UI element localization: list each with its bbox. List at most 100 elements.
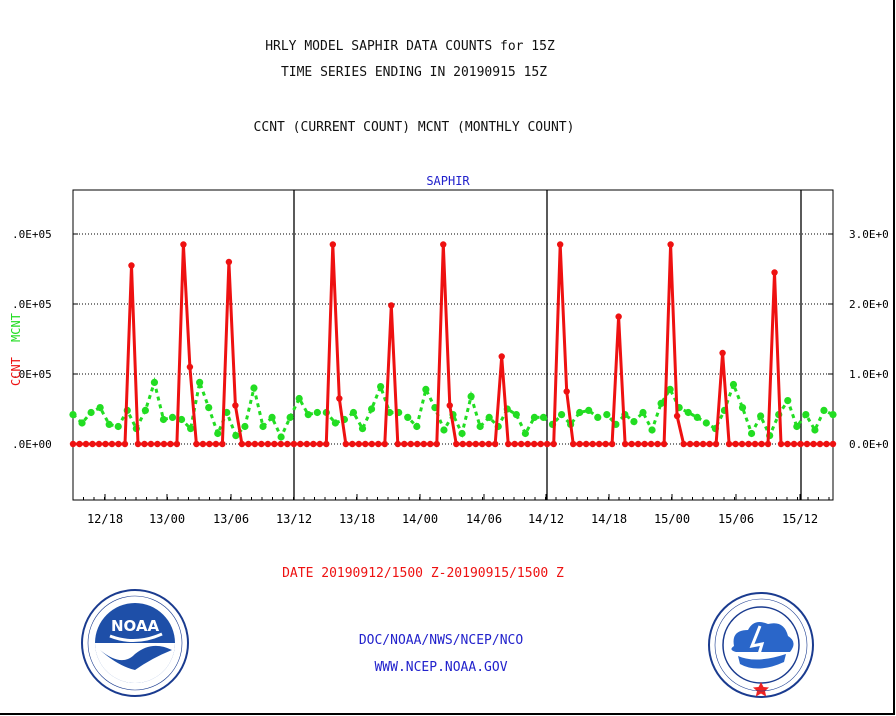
ccnt-point <box>582 440 590 448</box>
ccnt-point <box>427 440 434 448</box>
mcnt-point <box>784 397 792 405</box>
x-tick-label: 14/00 <box>402 512 438 526</box>
ccnt-point <box>673 412 681 420</box>
ccnt-point <box>394 440 401 448</box>
ccnt-point <box>803 440 811 448</box>
y-left-tick-label: .0E+05 <box>12 298 52 311</box>
ccnt-point <box>134 440 142 448</box>
ccnt-point <box>777 440 785 448</box>
ccnt-point <box>264 440 272 448</box>
ccnt-point <box>212 440 220 448</box>
mcnt-point <box>648 426 656 434</box>
mcnt-point <box>187 425 195 433</box>
mcnt-point <box>295 394 303 403</box>
ccnt-point <box>440 241 447 248</box>
chart-subtitle: CCNT (CURRENT COUNT) MCNT (MONTHLY COUNT… <box>253 120 575 135</box>
mcnt-point <box>377 383 385 391</box>
ccnt-point <box>167 440 174 448</box>
ccnt-point <box>446 402 453 409</box>
ccnt-point <box>316 440 324 448</box>
ccnt-point <box>433 440 440 448</box>
ccnt-point <box>388 302 395 309</box>
ccnt-point <box>186 363 194 371</box>
website-line: WWW.NCEP.NOAA.GOV <box>374 660 508 675</box>
ccnt-point <box>69 440 77 448</box>
ccnt-point <box>381 440 388 448</box>
ccnt-point <box>738 440 746 448</box>
ccnt-point <box>634 440 642 448</box>
ccnt-point <box>511 440 518 448</box>
noaa-logo-icon: NOAA <box>81 589 189 697</box>
mcnt-point <box>313 408 321 417</box>
ccnt-point <box>251 440 259 448</box>
mcnt-point <box>594 413 602 421</box>
x-tick-label: 13/06 <box>213 512 249 526</box>
ccnt-point <box>219 440 226 448</box>
ccnt-point <box>271 440 278 448</box>
mcnt-point <box>232 432 240 440</box>
mcnt-point <box>241 422 249 431</box>
mcnt-point <box>159 415 168 424</box>
ccnt-point <box>453 440 460 448</box>
mcnt-point <box>114 422 122 431</box>
noaa-logo-text: NOAA <box>111 617 160 635</box>
ccnt-point <box>284 440 291 448</box>
mcnt-point <box>521 429 529 438</box>
mcnt-point <box>404 413 412 421</box>
ccnt-point <box>238 440 246 448</box>
ccnt-point <box>355 440 363 448</box>
ccnt-point <box>180 241 187 248</box>
mcnt-point <box>557 411 566 419</box>
mcnt-point <box>205 404 213 412</box>
mcnt-point <box>485 413 493 421</box>
mcnt-point <box>512 411 520 419</box>
mcnt-point <box>422 385 430 393</box>
ccnt-point <box>641 440 648 448</box>
ccnt-point <box>485 440 492 448</box>
mcnt-point <box>666 385 674 393</box>
ccnt-point <box>466 440 473 448</box>
ccnt-point <box>654 440 661 448</box>
ccnt-point <box>297 440 304 448</box>
ccnt-point <box>115 440 122 448</box>
mcnt-point <box>458 429 466 438</box>
ccnt-point <box>342 440 350 448</box>
ccnt-point <box>225 258 233 266</box>
ccnt-point <box>823 440 830 448</box>
mcnt-point <box>747 429 756 438</box>
mcnt-point <box>729 380 738 389</box>
ccnt-point <box>349 440 356 448</box>
mcnt-point <box>539 413 548 421</box>
ccnt-point <box>693 440 700 448</box>
y-left-tick-label: .0E+05 <box>12 368 52 381</box>
mcnt-point <box>150 378 159 386</box>
mcnt-point <box>603 411 611 419</box>
ccnt-point <box>569 440 577 448</box>
x-tick-label: 13/00 <box>149 512 185 526</box>
chart-title-line1: HRLY MODEL SAPHIR DATA COUNTS for 15Z <box>265 39 555 54</box>
y-right-tick-label: 1.0E+0 <box>849 368 889 381</box>
ccnt-point <box>829 440 837 448</box>
y-left-tick-label: .0E+05 <box>12 228 52 241</box>
mcnt-point <box>349 408 358 417</box>
ccnt-point <box>303 440 311 448</box>
ccnt-point <box>141 440 148 448</box>
mcnt-point <box>467 392 475 400</box>
ccnt-point <box>706 440 713 448</box>
ccnt-point <box>336 395 343 402</box>
mcnt-point <box>250 384 258 392</box>
ccnt-point <box>290 440 298 448</box>
y-axis-title-ccnt: CCNT <box>9 357 23 386</box>
x-tick-label: 14/18 <box>591 512 627 526</box>
mcnt-point <box>657 399 665 407</box>
ccnt-point <box>121 440 129 448</box>
mcnt-point <box>693 413 701 421</box>
ccnt-point <box>128 262 135 269</box>
ccnt-point <box>595 440 603 448</box>
chart-title-line2: TIME SERIES ENDING IN 20190915 15Z <box>280 65 548 80</box>
mcnt-point <box>105 420 113 428</box>
ccnt-point <box>199 440 207 448</box>
ccnt-point <box>810 440 817 448</box>
ccnt-point <box>492 440 499 448</box>
